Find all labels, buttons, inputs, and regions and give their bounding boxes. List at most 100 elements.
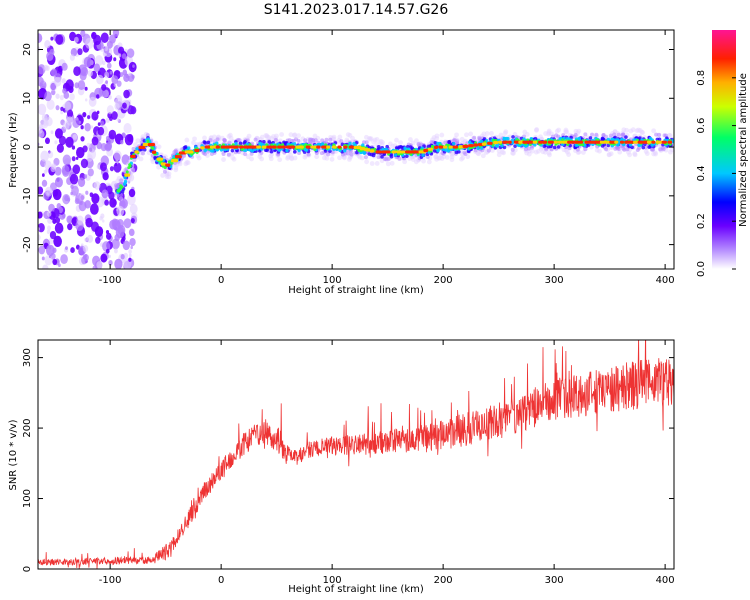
heatmap-cell	[40, 150, 49, 162]
heatmap-cell	[55, 93, 60, 99]
heatmap-cell	[628, 140, 634, 144]
heatmap-cell	[556, 134, 561, 139]
heatmap-cell	[126, 48, 135, 58]
heatmap-cell	[257, 154, 263, 160]
spectrogram-y-ticks: -20 -10 0 10 20	[22, 43, 674, 253]
heatmap-cell	[633, 140, 639, 144]
heatmap-cell	[38, 211, 43, 219]
heatmap-cell	[369, 149, 375, 153]
heatmap-cell	[86, 142, 91, 149]
heatmap-cell	[246, 133, 252, 139]
heatmap-cell	[454, 150, 459, 155]
heatmap-cell	[264, 148, 268, 153]
heatmap-cell	[88, 96, 97, 107]
heatmap-cell	[353, 145, 362, 150]
heatmap-cell	[115, 178, 121, 184]
heatmap-cell	[165, 163, 171, 167]
heatmap-cell	[622, 147, 627, 152]
colorbar-tick-label: 0.8	[696, 70, 707, 86]
heatmap-cell	[419, 142, 424, 147]
heatmap-cell	[364, 159, 370, 165]
heatmap-cell	[299, 145, 304, 149]
y-tick-label: -10	[22, 188, 33, 204]
heatmap-cell	[50, 130, 54, 135]
heatmap-cell	[308, 140, 313, 145]
heatmap-cell	[316, 142, 321, 147]
heatmap-cell	[104, 199, 109, 206]
heatmap-cell	[367, 136, 373, 142]
heatmap-cell	[385, 150, 391, 154]
heatmap-cell	[94, 55, 104, 66]
heatmap-cell	[503, 129, 509, 135]
heatmap-cell	[38, 126, 43, 134]
heatmap-cell	[253, 137, 258, 142]
heatmap-cell	[243, 140, 247, 144]
heatmap-cell	[203, 140, 207, 145]
heatmap-cell	[54, 166, 62, 176]
heatmap-cell	[330, 150, 335, 155]
snr-x-ticks: -100 0 100 200 300 400	[99, 340, 675, 586]
heatmap-cell	[414, 138, 419, 144]
heatmap-cell	[41, 173, 45, 177]
heatmap-cell	[53, 76, 62, 87]
heatmap-cell	[215, 145, 220, 149]
heatmap-cell	[452, 142, 456, 146]
heatmap-cell	[118, 196, 124, 202]
heatmap-cell	[56, 143, 64, 153]
heatmap-cell	[119, 72, 124, 78]
heatmap-cell	[425, 154, 430, 159]
heatmap-cell	[120, 254, 125, 260]
heatmap-cell	[497, 140, 503, 144]
heatmap-cell	[249, 156, 254, 162]
heatmap-cell	[292, 155, 298, 161]
y-tick-label: -20	[22, 236, 33, 252]
heatmap-cell	[403, 146, 407, 151]
heatmap-cell	[364, 148, 371, 152]
heatmap-cell	[150, 146, 154, 150]
heatmap-cell	[266, 135, 272, 140]
heatmap-cell	[138, 145, 146, 149]
heatmap-cell	[496, 152, 502, 158]
heatmap-cell	[75, 156, 79, 160]
x-tick-label: 100	[323, 575, 342, 586]
heatmap-cell	[100, 142, 108, 152]
heatmap-cell	[468, 140, 472, 144]
heatmap-cell	[156, 144, 162, 150]
heatmap-cell	[206, 140, 211, 145]
heatmap-cell	[608, 133, 613, 138]
heatmap-cell	[82, 254, 87, 260]
heatmap-cell	[102, 172, 109, 181]
heatmap-cell	[510, 147, 515, 152]
heatmap-cell	[128, 188, 136, 198]
heatmap-cell	[473, 148, 478, 153]
colorbar-tick-label: 0.2	[696, 213, 707, 229]
heatmap-cell	[43, 120, 48, 126]
heatmap-cell	[583, 132, 588, 137]
heatmap-cell	[85, 37, 94, 49]
heatmap-cell	[324, 155, 330, 161]
heatmap-cell	[641, 145, 646, 150]
heatmap-cell	[174, 155, 182, 159]
heatmap-cell	[234, 142, 238, 146]
heatmap-cell	[292, 142, 297, 146]
heatmap-cell	[389, 154, 394, 159]
heatmap-cell	[357, 149, 361, 153]
heatmap-cell	[209, 145, 217, 149]
heatmap-cell	[359, 147, 366, 151]
heatmap-cell	[346, 151, 351, 156]
heatmap-cell	[106, 40, 113, 49]
heatmap-cell	[76, 215, 84, 225]
heatmap-cell	[65, 246, 68, 251]
heatmap-cell	[111, 75, 119, 85]
heatmap-cell	[112, 30, 120, 37]
heatmap-cell	[238, 141, 243, 146]
heatmap-cell	[100, 253, 108, 263]
heatmap-cell	[348, 141, 352, 146]
heatmap-cell	[128, 257, 132, 262]
heatmap-cell	[489, 131, 494, 136]
heatmap-cell	[256, 145, 261, 149]
heatmap-cell	[646, 140, 652, 144]
heatmap-cell	[451, 138, 456, 143]
heatmap-cell	[99, 216, 103, 221]
heatmap-cell	[529, 148, 535, 154]
